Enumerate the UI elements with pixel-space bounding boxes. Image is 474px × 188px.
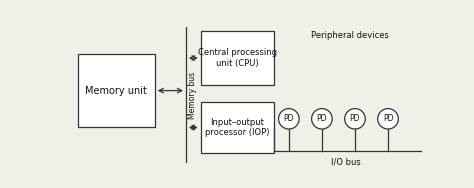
Text: I/O bus: I/O bus xyxy=(331,157,361,166)
Text: PD: PD xyxy=(350,114,360,123)
Text: Peripheral devices: Peripheral devices xyxy=(310,31,388,40)
Bar xyxy=(78,54,155,127)
Text: PD: PD xyxy=(283,114,294,123)
Text: Memory bus: Memory bus xyxy=(188,71,197,118)
Ellipse shape xyxy=(311,109,332,129)
Ellipse shape xyxy=(378,109,398,129)
Text: Input–output
processor (IOP): Input–output processor (IOP) xyxy=(205,118,270,137)
Text: Central processing
unit (CPU): Central processing unit (CPU) xyxy=(198,48,277,68)
Bar xyxy=(201,102,274,153)
Ellipse shape xyxy=(345,109,365,129)
Text: PD: PD xyxy=(383,114,393,123)
Text: Memory unit: Memory unit xyxy=(85,86,147,96)
Text: PD: PD xyxy=(317,114,327,123)
Bar xyxy=(201,31,274,85)
Ellipse shape xyxy=(279,109,299,129)
